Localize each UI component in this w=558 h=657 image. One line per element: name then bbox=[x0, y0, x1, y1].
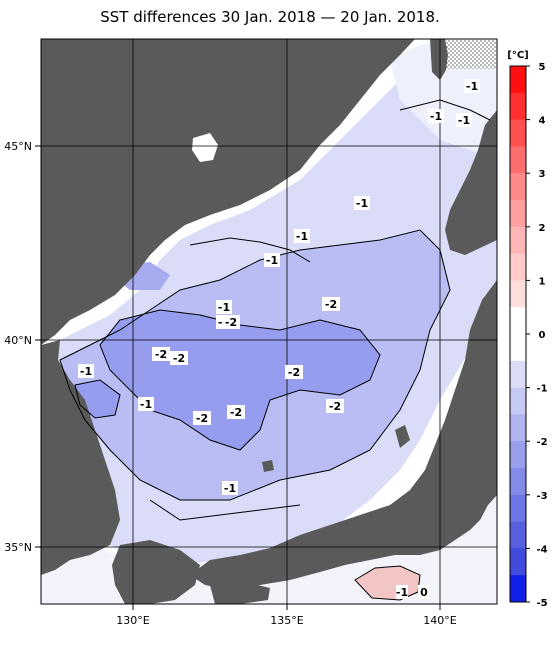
contour-label: -2 bbox=[227, 405, 245, 419]
land-korea bbox=[41, 340, 120, 575]
svg-text:-1: -1 bbox=[140, 398, 152, 411]
colorbar-tick-label: -5 bbox=[536, 598, 547, 609]
contour-label: -2 bbox=[322, 297, 340, 311]
colorbar: [°C] 5 4 3 2 1 0 -1 -2 -3 -4 -5 bbox=[507, 50, 547, 609]
contour-label: -1 bbox=[396, 585, 408, 599]
contour-label: -2 bbox=[152, 347, 170, 361]
svg-text:-1: -1 bbox=[266, 254, 278, 267]
graticule bbox=[41, 39, 497, 604]
svg-text:-1: -1 bbox=[458, 114, 470, 127]
svg-text:-2: -2 bbox=[230, 406, 242, 419]
lon-label-140: 140°E bbox=[423, 614, 456, 627]
colorbar-tick-label: 4 bbox=[539, 116, 546, 127]
svg-text:-1: -1 bbox=[356, 197, 368, 210]
colorbar-cell bbox=[510, 360, 526, 389]
contour-label: -2 bbox=[285, 365, 303, 379]
colorbar-tick-label: -1 bbox=[536, 384, 547, 395]
colorbar-tick-label: 2 bbox=[539, 223, 546, 234]
colorbar-cell bbox=[510, 173, 526, 201]
land-shikoku bbox=[210, 582, 270, 604]
colorbar-tick-label: -2 bbox=[536, 437, 547, 448]
colorbar-tick-label: 0 bbox=[539, 330, 546, 341]
colorbar-tick-label: 1 bbox=[539, 276, 546, 287]
contour-label: -2 bbox=[170, 351, 188, 365]
colorbar-cell bbox=[510, 387, 526, 415]
colorbar-tick-label: -4 bbox=[536, 544, 547, 555]
svg-text:-1: -1 bbox=[430, 110, 442, 123]
lake-khanka bbox=[192, 133, 218, 162]
contour-label: -1 bbox=[216, 300, 232, 314]
colorbar-unit: [°C] bbox=[507, 50, 528, 61]
colorbar-tick-label: -3 bbox=[536, 491, 547, 502]
colorbar-cell bbox=[510, 119, 526, 147]
svg-text:-1: -1 bbox=[218, 301, 230, 314]
frame-ticks bbox=[35, 145, 441, 610]
contour-label: 0 bbox=[418, 585, 430, 599]
contour-label: -1 bbox=[264, 253, 280, 267]
colorbar-cell bbox=[510, 521, 526, 549]
contour-label: -1 bbox=[464, 79, 480, 93]
land-kyushu bbox=[112, 540, 200, 604]
land-sakhalin bbox=[430, 39, 448, 80]
colorbar-cell bbox=[510, 146, 526, 174]
lat-label-35: 35°N bbox=[4, 541, 32, 554]
colorbar-cell bbox=[510, 307, 526, 335]
svg-text:-2: -2 bbox=[196, 412, 208, 425]
colorbar-cell bbox=[510, 92, 526, 121]
contour-label: -2 bbox=[326, 399, 344, 413]
contour-label: -1 bbox=[222, 481, 238, 495]
contour-label: -2 bbox=[222, 315, 240, 329]
colorbar-cell bbox=[510, 200, 526, 228]
contour-label: -1 bbox=[456, 113, 472, 127]
contour-label: -1 bbox=[428, 109, 444, 123]
lat-label-45: 45°N bbox=[4, 140, 32, 153]
colorbar-cell bbox=[510, 66, 526, 94]
colorbar-cell bbox=[510, 414, 526, 442]
contour-label: -1 bbox=[354, 196, 370, 210]
colorbar-cell bbox=[510, 468, 526, 496]
sst-band-neutral-north bbox=[390, 39, 497, 160]
svg-text:-1: -1 bbox=[296, 230, 308, 243]
svg-text:-2: -2 bbox=[325, 298, 337, 311]
colorbar-cell bbox=[510, 334, 526, 362]
svg-text:-2: -2 bbox=[288, 366, 300, 379]
map-frame bbox=[40, 38, 498, 605]
lat-label-40: 40°N bbox=[4, 334, 32, 347]
colorbar-cell bbox=[510, 494, 526, 523]
land-sado bbox=[395, 425, 410, 448]
svg-text:-1: -1 bbox=[80, 365, 92, 378]
svg-text:-1: -1 bbox=[224, 482, 236, 495]
sst-band-minus2 bbox=[100, 310, 380, 450]
colorbar-cell bbox=[510, 280, 526, 308]
contour-label: -1 bbox=[138, 397, 154, 411]
colorbar-tick-label: 3 bbox=[539, 169, 546, 180]
colorbar-tick-label: 5 bbox=[539, 62, 546, 73]
colorbar-cell bbox=[510, 226, 526, 255]
lon-label-135: 135°E bbox=[270, 614, 303, 627]
colorbar-cell bbox=[510, 548, 526, 576]
svg-text:-1: -1 bbox=[466, 80, 478, 93]
contour-label: -1 bbox=[78, 364, 94, 378]
contour-label: -1 bbox=[294, 229, 310, 243]
svg-text:-2: -2 bbox=[225, 316, 237, 329]
svg-text:0: 0 bbox=[420, 586, 428, 599]
colorbar-cell bbox=[510, 441, 526, 469]
svg-text:-1: -1 bbox=[396, 586, 408, 599]
contour-label: -2 bbox=[193, 411, 211, 425]
land-oki bbox=[262, 460, 274, 472]
land-asia bbox=[41, 39, 415, 345]
land-honshu bbox=[190, 280, 497, 590]
lon-label-130: 130°E bbox=[116, 614, 149, 627]
colorbar-cell bbox=[510, 253, 526, 281]
svg-text:-2: -2 bbox=[155, 348, 167, 361]
svg-text:-2: -2 bbox=[329, 400, 341, 413]
colorbar-cell bbox=[510, 575, 526, 603]
contour-label-group: -1 -1 -1 -1 -1 -1 -1 -2 -1 -2 -2 -2 -1 -… bbox=[78, 79, 480, 599]
svg-text:-2: -2 bbox=[173, 352, 185, 365]
page-title: SST differences 30 Jan. 2018 — 20 Jan. 2… bbox=[100, 8, 440, 26]
